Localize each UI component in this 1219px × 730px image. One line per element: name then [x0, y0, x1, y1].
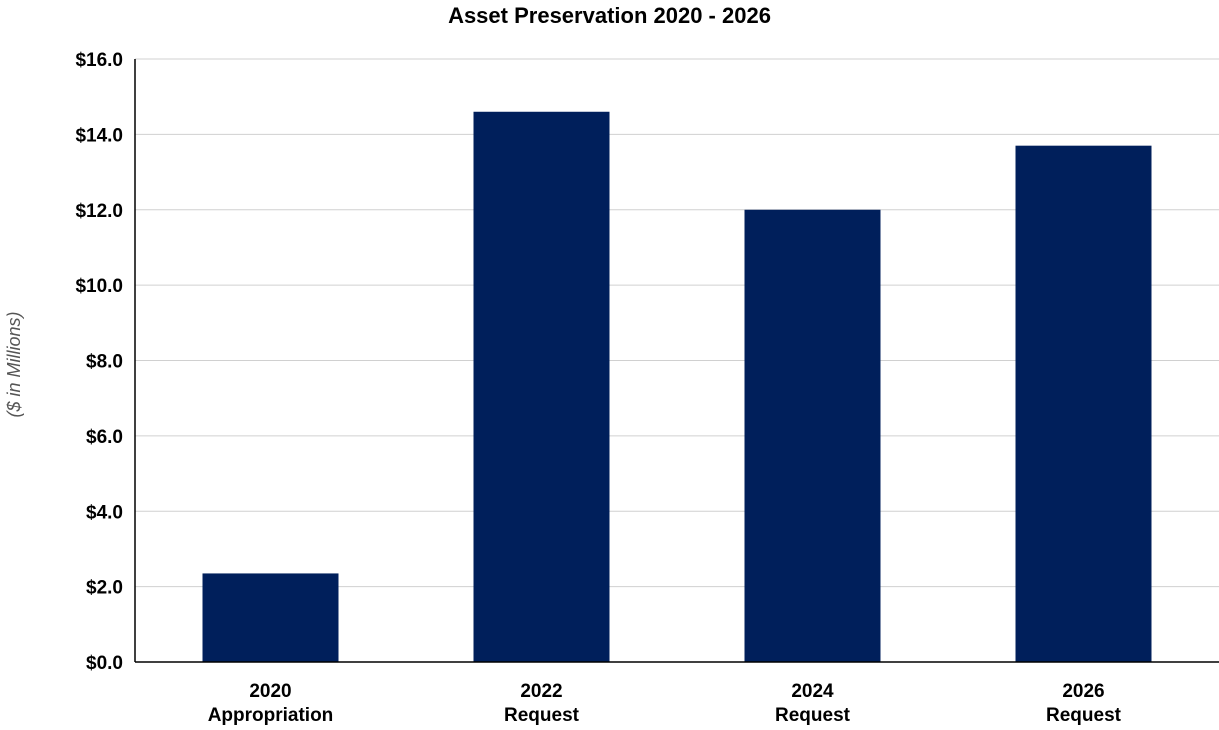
x-tick-label: Appropriation [208, 705, 334, 726]
x-tick-label: Request [1046, 705, 1122, 726]
y-axis-label: ($ in Millions) [4, 311, 24, 417]
y-tick-label: $14.0 [75, 125, 123, 146]
y-tick-labels: $0.0 $2.0 $4.0 $6.0 $8.0 $10.0 $12.0 $14.0 $16.0 [75, 50, 123, 674]
bar [202, 573, 339, 662]
axes [134, 59, 1219, 663]
x-tick-labels: 2020 Appropriation 2022 Request 2024 Request 2… [208, 681, 1122, 726]
y-tick-label: $8.0 [86, 352, 123, 373]
y-tick-label: $6.0 [86, 427, 123, 448]
x-tick-label: 2026 [1062, 681, 1104, 702]
chart-title: Asset Preservation 2020 - 2026 [448, 3, 771, 28]
bar [1015, 145, 1152, 662]
x-tick-label: 2020 [249, 681, 291, 702]
y-tick-label: $4.0 [86, 502, 123, 523]
y-tick-label: $10.0 [75, 276, 123, 297]
y-tick-label: $0.0 [86, 653, 123, 674]
x-tick-label: Request [504, 705, 580, 726]
y-tick-label: $2.0 [86, 578, 123, 599]
y-tick-label: $16.0 [75, 50, 123, 71]
y-tick-label: $12.0 [75, 201, 123, 222]
bars [202, 111, 1152, 662]
bar [473, 111, 610, 662]
bar [744, 209, 881, 662]
x-tick-label: 2024 [791, 681, 834, 702]
x-tick-label: 2022 [520, 681, 562, 702]
x-tick-label: Request [775, 705, 851, 726]
